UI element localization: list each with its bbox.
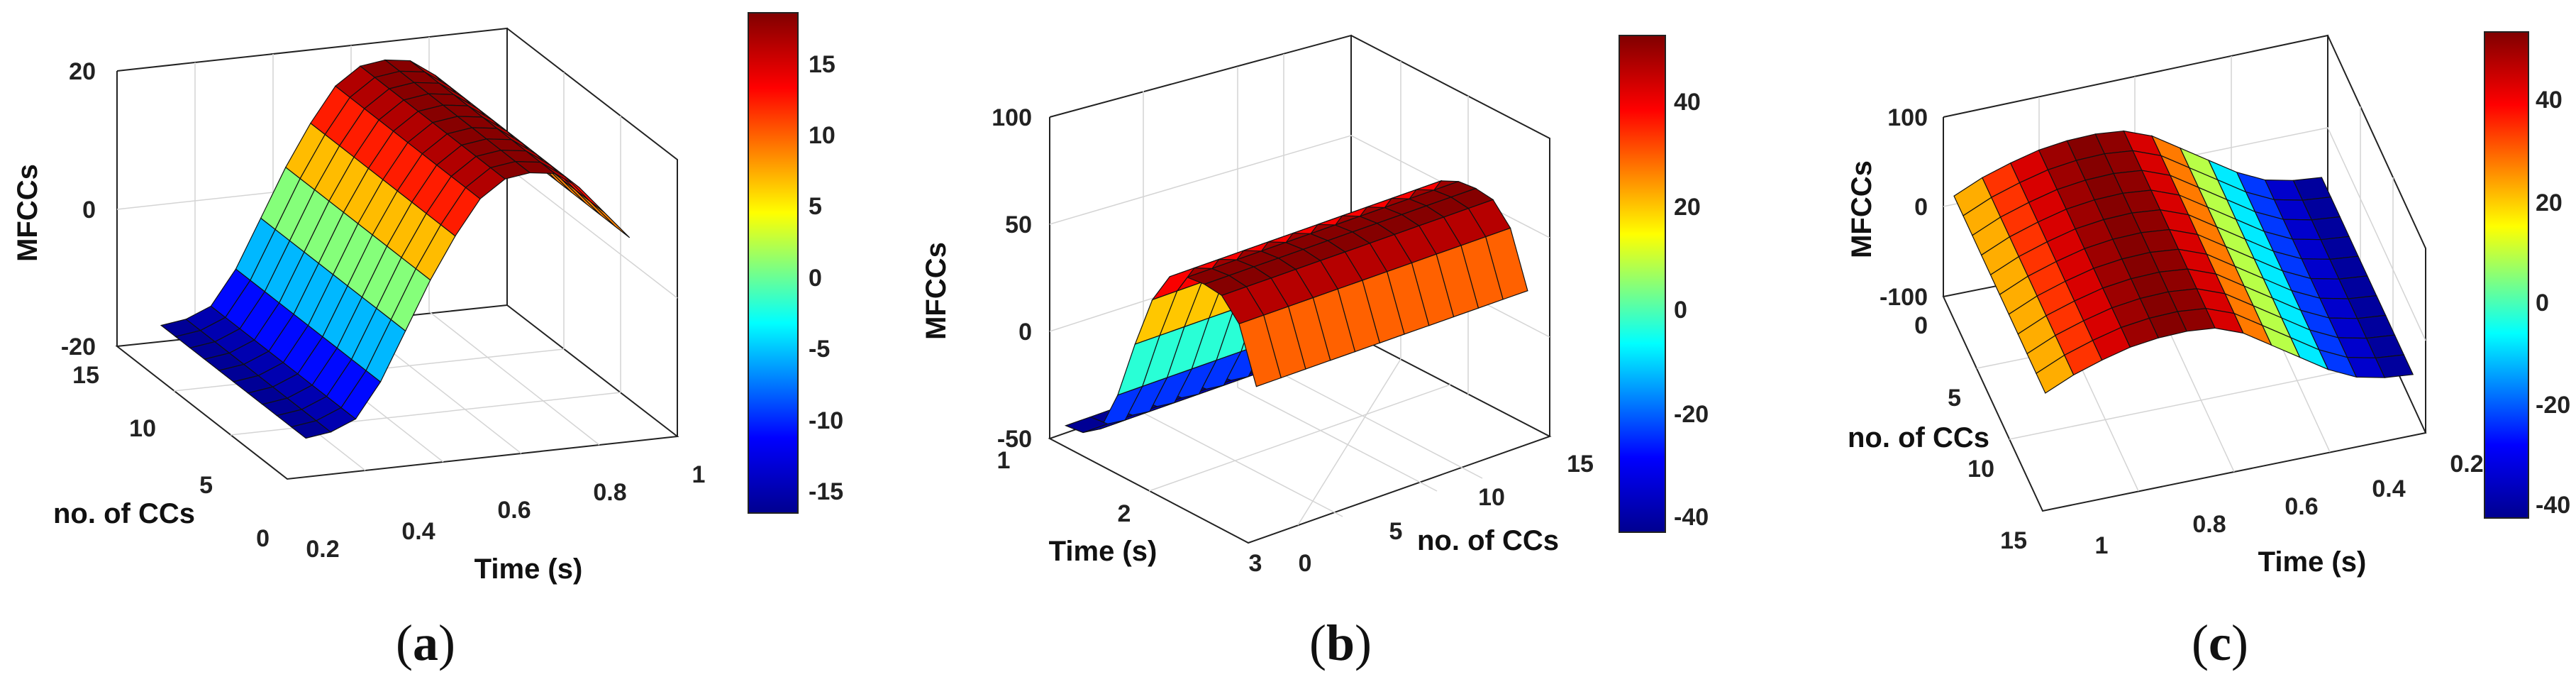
colorbar-tick-label: -5 — [809, 336, 830, 363]
y-tick-label: 10 — [1478, 484, 1505, 511]
x-tick-label: 1 — [2095, 532, 2109, 559]
panel-b-y-axis-label: no. of CCs — [1417, 525, 1559, 556]
panel-b-z-axis-label: MFCCs — [921, 242, 952, 340]
y-tick-label: 0 — [1914, 312, 1928, 339]
panel-b-x-axis-label: Time (s) — [1049, 536, 1157, 567]
panel-a-colorbar-ticks: 15 10 5 0 -5 -10 -15 — [809, 51, 843, 505]
panel-a-y-axis-label: no. of CCs — [53, 498, 195, 529]
y-tick-label: 5 — [1389, 518, 1403, 545]
panel-a-z-ticks: -20 0 20 — [61, 58, 96, 360]
y-tick-label: 15 — [1567, 451, 1594, 478]
panel-c-x-ticks: 1 0.8 0.6 0.4 0.2 — [2095, 451, 2484, 559]
x-tick-label: 1 — [692, 461, 706, 488]
z-tick-label: -20 — [61, 334, 96, 360]
y-tick-label: 10 — [129, 415, 156, 442]
panel-b-y-ticks: 0 5 10 15 — [1299, 451, 1594, 577]
z-tick-label: 20 — [69, 58, 96, 85]
colorbar-tick-label: 20 — [1674, 194, 1701, 221]
panel-c: -100 0 100 0 5 10 15 1 0.8 0.6 0.4 0.2 M… — [1846, 31, 2570, 671]
colorbar-tick-label: -15 — [809, 478, 843, 505]
panel-a-x-ticks: 0.2 0.4 0.6 0.8 1 — [306, 461, 705, 563]
x-tick-label: 0.8 — [593, 479, 626, 506]
x-tick-label: 1 — [997, 447, 1011, 474]
x-tick-label: 0.4 — [401, 518, 435, 545]
panel-c-label: (c) — [2192, 615, 2248, 671]
colorbar-tick-label: 0 — [1674, 297, 1687, 324]
panel-c-colorbar — [2484, 31, 2529, 519]
colorbar-tick-label: -40 — [2536, 492, 2570, 519]
y-tick-label: 5 — [199, 472, 213, 499]
colorbar-tick-label: 40 — [1674, 89, 1701, 116]
panel-a-x-axis-label: Time (s) — [474, 553, 583, 585]
panel-c-colorbar-ticks: 40 20 0 -20 -40 — [2536, 87, 2570, 519]
colorbar-tick-label: 20 — [2536, 189, 2563, 216]
y-tick-label: 0 — [1299, 550, 1312, 577]
panel-b-colorbar — [1619, 35, 1666, 533]
colorbar-tick-label: -10 — [809, 407, 843, 434]
colorbar-tick-label: -40 — [1674, 504, 1709, 531]
panel-b-label: (b) — [1309, 615, 1372, 671]
x-tick-label: 0.2 — [2450, 451, 2483, 478]
colorbar-tick-label: 15 — [809, 51, 835, 78]
panel-c-z-ticks: -100 0 100 — [1880, 104, 1928, 311]
panel-c-z-axis-label: MFCCs — [1846, 160, 1877, 258]
surface-patch — [589, 201, 631, 238]
colorbar-tick-label: 0 — [809, 265, 822, 292]
y-tick-label: 15 — [72, 362, 99, 389]
panel-b-colorbar-ticks: 40 20 0 -20 -40 — [1674, 89, 1709, 531]
z-tick-label: -50 — [997, 426, 1032, 453]
z-tick-label: -100 — [1880, 284, 1928, 311]
panel-a-y-ticks: 0 5 10 15 — [72, 362, 270, 552]
y-tick-label: 0 — [256, 525, 270, 552]
z-tick-label: 100 — [992, 104, 1032, 131]
z-tick-label: 50 — [1005, 211, 1032, 238]
y-tick-label: 10 — [1967, 456, 1994, 483]
colorbar-tick-label: -20 — [2536, 392, 2570, 419]
panel-b: -50 0 50 100 1 2 3 0 5 10 15 MFCCs Time … — [921, 34, 1709, 671]
panel-c-y-axis-label: no. of CCs — [1848, 422, 1989, 453]
surface-patch — [565, 176, 606, 214]
surface-patch — [1064, 416, 1109, 434]
panel-a-z-axis-label: MFCCs — [12, 164, 43, 262]
z-tick-label: 0 — [1018, 319, 1032, 346]
panel-b-x-ticks: 1 2 3 — [997, 447, 1262, 577]
x-tick-label: 0.6 — [497, 497, 531, 524]
panel-a-colorbar — [748, 12, 799, 514]
z-tick-label: 100 — [1887, 104, 1928, 131]
x-tick-label: 0.4 — [2372, 475, 2405, 502]
panel-c-y-ticks: 0 5 10 15 — [1914, 312, 2027, 554]
x-tick-label: 3 — [1249, 550, 1262, 577]
y-tick-label: 5 — [1948, 385, 1961, 412]
x-tick-label: 0.6 — [2284, 493, 2318, 520]
colorbar-tick-label: 5 — [809, 193, 822, 220]
panel-a-label: (a) — [396, 615, 455, 671]
panel-b-surface — [1064, 180, 1528, 434]
x-tick-label: 2 — [1118, 500, 1131, 527]
panel-a-surface — [160, 59, 631, 439]
x-tick-label: 0.8 — [2192, 511, 2226, 538]
colorbar-tick-label: -20 — [1674, 401, 1709, 428]
panel-b-z-ticks: -50 0 50 100 — [992, 104, 1032, 453]
colorbar-tick-label: 10 — [809, 122, 835, 149]
x-tick-label: 0.2 — [306, 536, 339, 563]
panel-c-x-axis-label: Time (s) — [2258, 546, 2367, 578]
y-tick-label: 15 — [2000, 527, 2027, 554]
panel-c-surface — [1953, 130, 2414, 394]
colorbar-tick-label: 40 — [2536, 87, 2563, 114]
z-tick-label: 0 — [1914, 194, 1928, 221]
colorbar-tick-label: 0 — [2536, 290, 2549, 316]
panel-a: -20 0 20 0 5 10 15 0.2 0.4 0.6 0.8 1 MFC… — [12, 12, 843, 671]
z-tick-label: 0 — [82, 197, 96, 224]
surface-patch — [2375, 354, 2414, 378]
